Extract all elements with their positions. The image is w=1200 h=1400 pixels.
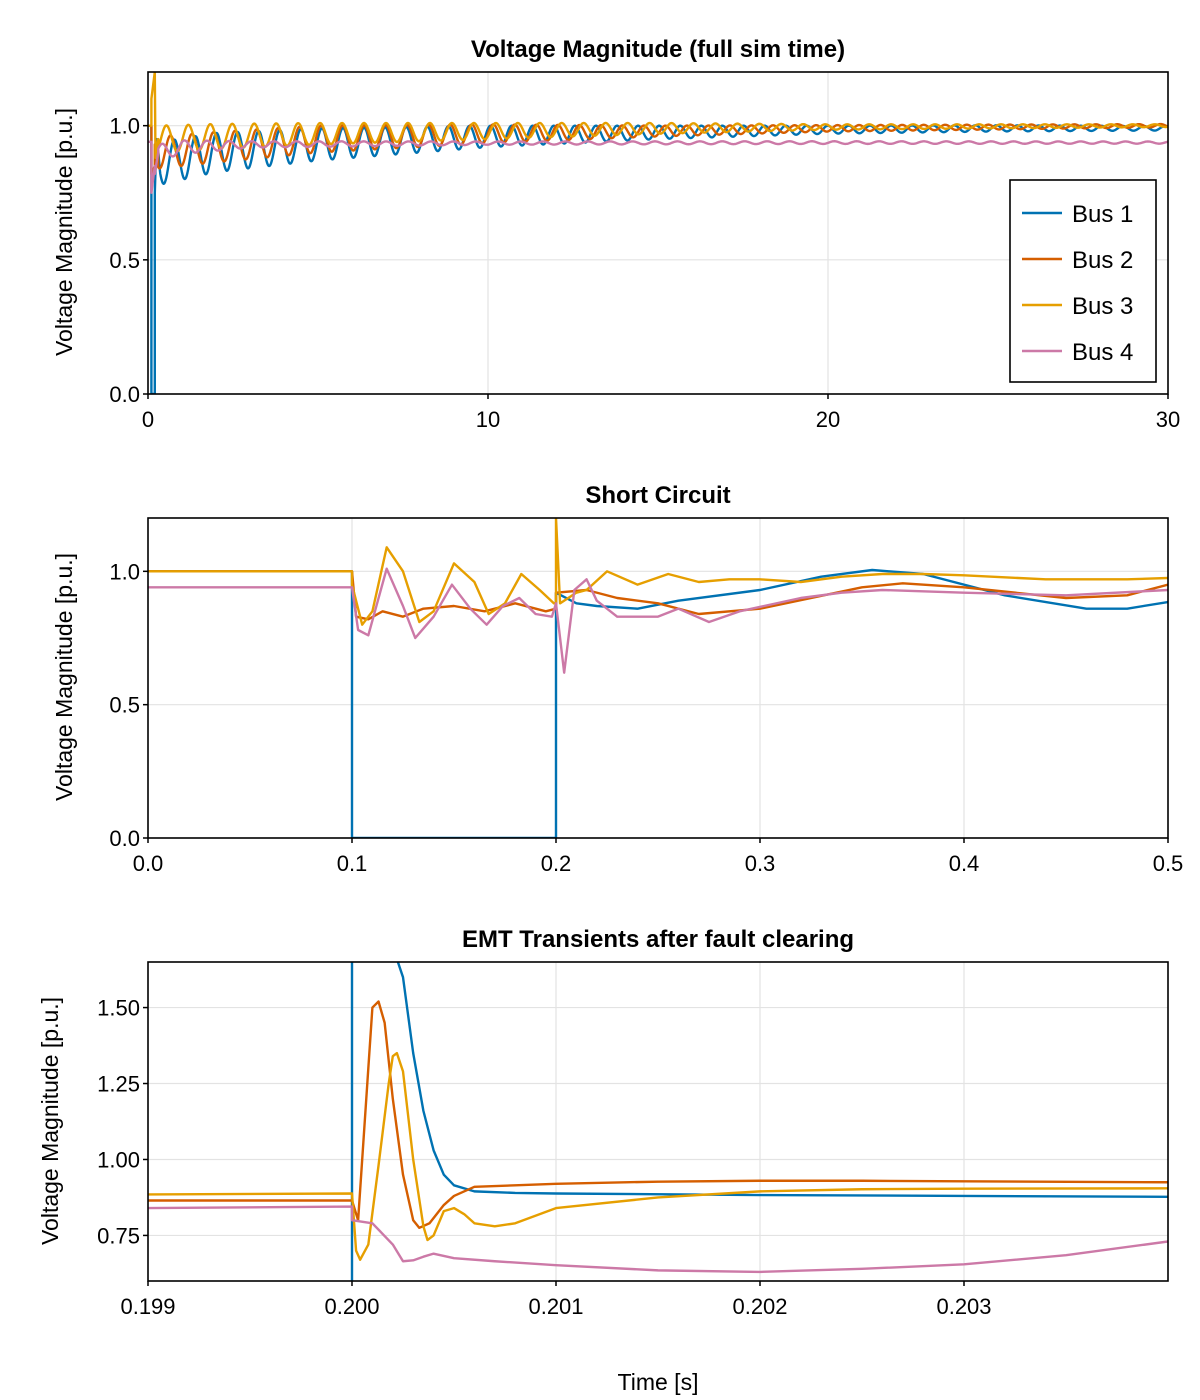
plot-area bbox=[148, 962, 1168, 1281]
y-axis-label: Voltage Magnitude [p.u.] bbox=[37, 997, 63, 1245]
x-tick-label: 0.4 bbox=[949, 851, 980, 876]
y-tick-label: 0.0 bbox=[109, 382, 140, 407]
legend: Bus 1 Bus 2 Bus 3 Bus 4 bbox=[1009, 179, 1157, 383]
x-tick-label: 0.1 bbox=[337, 851, 368, 876]
panel-full-sim-time: Voltage Magnitude (full sim time) Voltag… bbox=[51, 36, 1180, 432]
y-axis-label: Voltage Magnitude [p.u.] bbox=[51, 553, 77, 801]
series-line-bus-3 bbox=[148, 72, 1168, 160]
chart-title: Voltage Magnitude (full sim time) bbox=[471, 36, 845, 63]
y-tick-label: 1.0 bbox=[109, 559, 140, 584]
plot-frame bbox=[147, 71, 1169, 395]
y-axis-label: Voltage Magnitude [p.u.] bbox=[51, 108, 77, 356]
series-line-bus-3 bbox=[148, 518, 1168, 626]
plot-area bbox=[148, 72, 1168, 394]
plot-frame bbox=[147, 961, 1169, 1282]
x-tick-label: 0.199 bbox=[120, 1294, 175, 1319]
legend-label: Bus 1 bbox=[1072, 201, 1133, 228]
series-line-bus-4 bbox=[148, 139, 1168, 194]
x-tick-label: 0.2 bbox=[541, 851, 572, 876]
legend-label: Bus 3 bbox=[1072, 293, 1133, 320]
plot-area bbox=[148, 518, 1168, 838]
x-tick-label: 0.203 bbox=[936, 1294, 991, 1319]
chart-title: EMT Transients after fault clearing bbox=[462, 926, 854, 953]
y-tick-label: 0.5 bbox=[109, 248, 140, 273]
series-line-bus-1 bbox=[148, 568, 1168, 838]
x-tick-label: 0.3 bbox=[745, 851, 776, 876]
x-tick-label: 20 bbox=[816, 407, 840, 432]
legend-label: Bus 4 bbox=[1072, 339, 1133, 366]
y-tick-label: 0.75 bbox=[97, 1223, 140, 1248]
y-tick-label: 0.5 bbox=[109, 693, 140, 718]
y-tick-label: 1.0 bbox=[109, 114, 140, 139]
series-line-bus-4 bbox=[148, 1205, 1168, 1274]
series-line-bus-4 bbox=[148, 567, 1168, 674]
x-tick-label: 0.0 bbox=[133, 851, 164, 876]
chart-title: Short Circuit bbox=[585, 482, 730, 509]
x-tick-label: 0 bbox=[142, 407, 154, 432]
panel-short-circuit: Short Circuit Voltage Magnitude [p.u.] 0… bbox=[51, 482, 1183, 876]
x-tick-label: 0.5 bbox=[1153, 851, 1184, 876]
legend-label: Bus 2 bbox=[1072, 247, 1133, 274]
y-tick-label: 0.0 bbox=[109, 826, 140, 851]
plot-frame bbox=[147, 517, 1169, 839]
x-tick-label: 30 bbox=[1156, 407, 1180, 432]
series-line-bus-3 bbox=[148, 1051, 1168, 1261]
y-tick-label: 1.25 bbox=[97, 1072, 140, 1097]
x-tick-label: 10 bbox=[476, 407, 500, 432]
x-tick-label: 0.202 bbox=[732, 1294, 787, 1319]
x-axis-label: Time [s] bbox=[618, 1369, 699, 1395]
x-tick-label: 0.200 bbox=[324, 1294, 379, 1319]
panel-emt-transients: EMT Transients after fault clearing Volt… bbox=[37, 926, 1169, 1395]
x-tick-label: 0.201 bbox=[528, 1294, 583, 1319]
y-tick-label: 1.50 bbox=[97, 996, 140, 1021]
y-tick-label: 1.00 bbox=[97, 1147, 140, 1172]
